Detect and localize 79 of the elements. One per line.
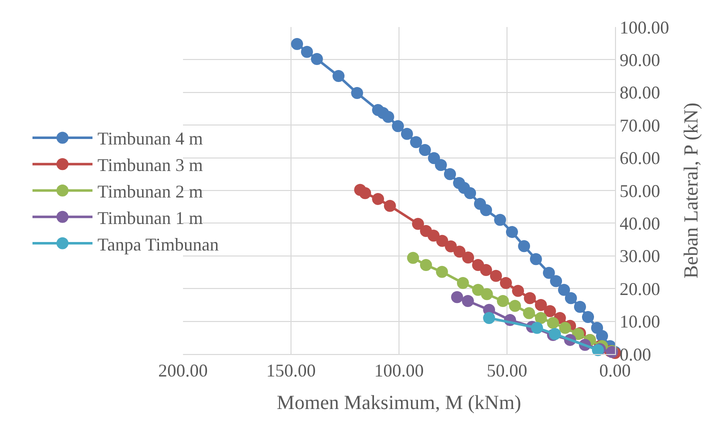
y-tick-label: 100.00 [620,17,670,38]
point [428,152,440,164]
point [436,266,448,278]
point [534,298,547,311]
point [464,187,476,200]
y-tick-label: 40.00 [620,214,660,234]
x-tick-label: 100.00 [374,360,424,381]
y-tick-label: 30.00 [620,246,660,266]
point [480,264,492,276]
point [407,252,420,264]
point [332,70,345,82]
point [434,158,447,171]
legend-label: Timbunan 4 m [97,128,203,149]
point [444,240,457,252]
point [392,120,404,132]
point [410,136,422,148]
point [412,218,424,230]
point [582,311,594,324]
point [359,187,372,200]
y-tick-label: 90.00 [620,50,660,70]
point [547,316,560,329]
point [351,87,364,100]
y-tick-label: 20.00 [620,278,660,299]
point [523,307,536,320]
point [453,246,466,258]
point [512,284,524,297]
point [382,110,394,123]
y-tick-label: 60.00 [620,148,660,168]
point [418,144,431,156]
point [542,266,555,279]
y-tick-label: 80.00 [620,82,660,103]
point [490,270,502,282]
point [506,226,518,238]
legend-label: Timbunan 2 m [97,182,203,202]
point [384,200,396,212]
point [531,322,544,334]
legend-label: Tanpa Timbunan [97,234,219,254]
y-tick-label: 50.00 [620,180,660,201]
point [456,277,469,290]
x-tick-label: 50.00 [486,360,528,381]
legend-label: Timbunan 1 m [97,208,203,228]
point [508,300,521,312]
y-tick-label: 70.00 [620,115,660,136]
point [500,277,512,290]
point [564,292,577,304]
point [462,295,474,308]
point [494,214,506,226]
point [480,288,493,300]
point [300,46,313,58]
point [524,292,536,304]
y-axis-title: Beban Lateral, P (kN) [680,102,703,278]
point [574,300,586,313]
point [451,291,464,304]
point [544,305,556,318]
point [596,330,608,342]
x-tick-label: 150.00 [266,360,316,381]
point [372,193,384,205]
point [400,128,413,140]
x-tick-label: 200.00 [158,360,208,381]
point [530,253,542,266]
y-tick-label: 10.00 [620,312,660,332]
point [550,275,562,288]
point [518,240,530,252]
point [558,284,570,296]
point [480,204,492,216]
point [483,312,496,324]
point [472,284,484,296]
point [420,259,432,272]
legend-label: Timbunan 3 m [97,155,203,176]
point [310,53,323,66]
point [496,295,509,308]
point [436,234,448,247]
x-axis-title: Momen Maksimum, M (kNm) [276,392,522,414]
point [291,38,304,50]
point [428,230,440,242]
point [462,252,474,264]
point [534,312,547,324]
point [444,168,456,180]
point [559,322,572,334]
